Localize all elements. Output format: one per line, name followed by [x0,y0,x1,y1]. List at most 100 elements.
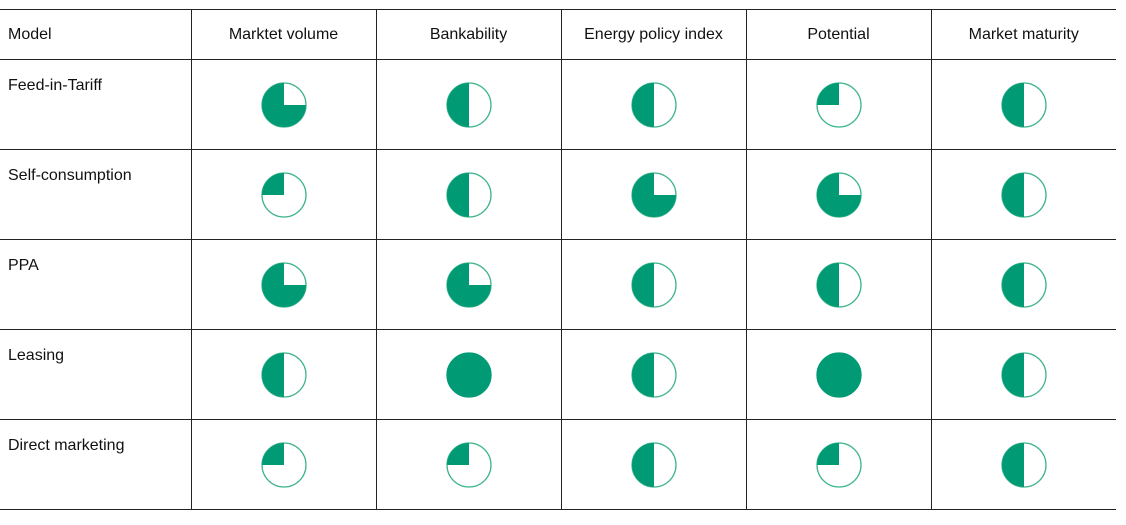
model-name-cell: Feed-in-Tariff [0,59,191,150]
harvey-ball-icon [445,441,492,488]
harvey-ball-icon [260,81,307,128]
harvey-ball-fill [816,262,839,307]
harvey-ball-icon [445,81,492,128]
header-model: Model [0,9,191,60]
rating-indicator [630,81,678,129]
model-name-cell: PPA [0,239,191,330]
harvey-ball-icon [1001,81,1047,128]
rating-indicator [630,351,678,399]
rating-cell-market-volume [190,239,376,330]
harvey-ball-icon [815,441,862,488]
harvey-ball-icon [630,81,677,128]
header-market-maturity: Market maturity [930,9,1116,60]
harvey-ball-icon [815,351,862,398]
rating-indicator [815,261,863,309]
harvey-ball-outline [815,351,862,398]
rating-cell-bankability [375,59,561,150]
header-energy-policy-index: Energy policy index [560,9,746,60]
rating-indicator [630,441,678,489]
rating-indicator [815,351,863,399]
rating-cell-bankability [375,329,561,420]
table-row: PPA [0,239,1116,330]
rating-indicator [260,351,308,399]
rating-cell-market-maturity [930,329,1116,420]
harvey-ball-icon [630,171,677,218]
harvey-ball-fill [1001,352,1024,397]
rating-indicator [445,261,493,309]
rating-indicator [445,171,493,219]
rating-cell-energy-policy-index [560,419,746,510]
harvey-ball-icon [260,441,307,488]
rating-cell-bankability [375,239,561,330]
rating-indicator [445,81,493,129]
harvey-ball-fill [261,442,284,465]
harvey-ball-icon [445,351,492,398]
harvey-ball-icon [445,261,492,308]
harvey-ball-fill [261,172,284,195]
harvey-ball-icon [1001,351,1047,398]
rating-indicator [815,441,863,489]
harvey-ball-icon [260,261,307,308]
rating-indicator [1000,351,1048,399]
harvey-ball-fill [631,262,654,307]
harvey-ball-icon [815,261,862,308]
harvey-ball-fill [631,442,654,487]
harvey-ball-icon [1001,171,1047,218]
rating-cell-market-volume [190,149,376,240]
rating-indicator [445,441,493,489]
harvey-ball-fill [446,442,469,465]
business-model-comparison-table: Model Marktet volume Bankability Energy … [0,9,1116,510]
rating-cell-bankability [375,419,561,510]
harvey-ball-fill [816,172,861,217]
rating-cell-energy-policy-index [560,149,746,240]
harvey-ball-icon [630,441,677,488]
header-row: Model Marktet volume Bankability Energy … [0,9,1116,60]
rating-indicator [260,171,308,219]
header-bankability: Bankability [375,9,561,60]
rating-indicator [1000,81,1048,129]
table-row: Leasing [0,329,1116,420]
harvey-ball-icon [815,171,862,218]
rating-cell-market-maturity [930,59,1116,150]
harvey-ball-fill [261,82,306,127]
rating-indicator [260,441,308,489]
rating-cell-market-maturity [930,419,1116,510]
table-row: Self-consumption [0,149,1116,240]
rating-indicator [815,81,863,129]
rating-cell-energy-policy-index [560,329,746,420]
rating-cell-energy-policy-index [560,239,746,330]
rating-cell-market-volume [190,59,376,150]
harvey-ball-fill [446,82,469,127]
table-row: Direct marketing [0,419,1116,510]
model-name-cell: Leasing [0,329,191,420]
rating-cell-bankability [375,149,561,240]
harvey-ball-outline [445,351,492,398]
harvey-ball-fill [1001,442,1024,487]
table-row: Feed-in-Tariff [0,59,1116,150]
model-name-cell: Direct marketing [0,419,191,510]
harvey-ball-fill [816,442,839,465]
harvey-ball-fill [631,172,676,217]
rating-cell-potential [745,419,931,510]
harvey-ball-fill [816,82,839,105]
harvey-ball-fill [446,262,491,307]
harvey-ball-fill [631,352,654,397]
rating-indicator [815,171,863,219]
rating-cell-energy-policy-index [560,59,746,150]
harvey-ball-icon [1001,261,1047,308]
rating-cell-potential [745,329,931,420]
harvey-ball-fill [631,82,654,127]
harvey-ball-icon [260,171,307,218]
harvey-ball-fill [261,262,306,307]
header-potential: Potential [745,9,931,60]
rating-cell-potential [745,59,931,150]
rating-indicator [260,81,308,129]
table-body: Feed-in-Tariff Self-consumption PPA Leasing… [0,59,1116,510]
harvey-ball-icon [630,261,677,308]
rating-cell-potential [745,239,931,330]
rating-indicator [1000,261,1048,309]
harvey-ball-icon [630,351,677,398]
rating-indicator [1000,441,1048,489]
rating-indicator [445,351,493,399]
